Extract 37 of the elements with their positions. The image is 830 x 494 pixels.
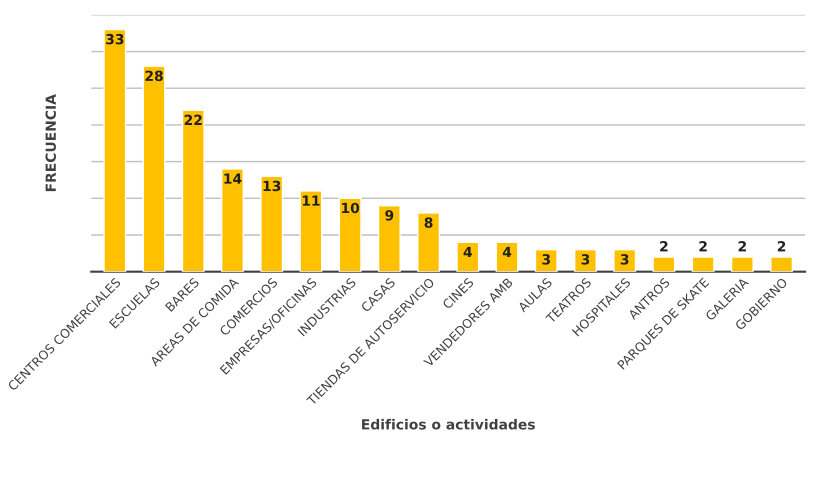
- bar: [260, 176, 284, 272]
- data-label: 4: [464, 246, 472, 258]
- bar: [730, 256, 754, 272]
- bar: [692, 256, 715, 272]
- bar: [299, 190, 322, 272]
- bar: [103, 28, 126, 272]
- data-label: 2: [660, 241, 668, 252]
- y-axis-title: FRECUENCIA: [45, 94, 56, 192]
- data-label: 3: [542, 254, 550, 265]
- data-label: 2: [738, 241, 746, 252]
- data-label: 9: [385, 210, 394, 221]
- x-axis-title: Edificios o actividades: [362, 418, 535, 430]
- bar: [142, 66, 166, 272]
- bar: [456, 242, 480, 272]
- bar: [182, 110, 205, 272]
- data-label: 8: [424, 217, 433, 228]
- bar: [770, 256, 794, 272]
- data-label: 14: [224, 174, 242, 184]
- bar: [496, 242, 519, 272]
- data-label: 2: [778, 241, 786, 252]
- data-label: 11: [302, 196, 320, 206]
- data-label: 4: [502, 246, 512, 258]
- data-label: 28: [145, 70, 163, 82]
- bar: [338, 198, 362, 272]
- data-label: 3: [582, 254, 590, 265]
- bar: [417, 212, 440, 272]
- data-label: 2: [699, 241, 707, 252]
- bar: [574, 248, 597, 272]
- data-label: 10: [342, 202, 360, 214]
- data-label: 22: [184, 114, 202, 125]
- bar: [613, 248, 636, 272]
- bar: [652, 256, 676, 272]
- data-label: 33: [106, 34, 124, 44]
- data-label: 13: [264, 180, 280, 192]
- data-label: 3: [620, 254, 628, 265]
- bar: [378, 204, 401, 272]
- bar: [221, 168, 244, 272]
